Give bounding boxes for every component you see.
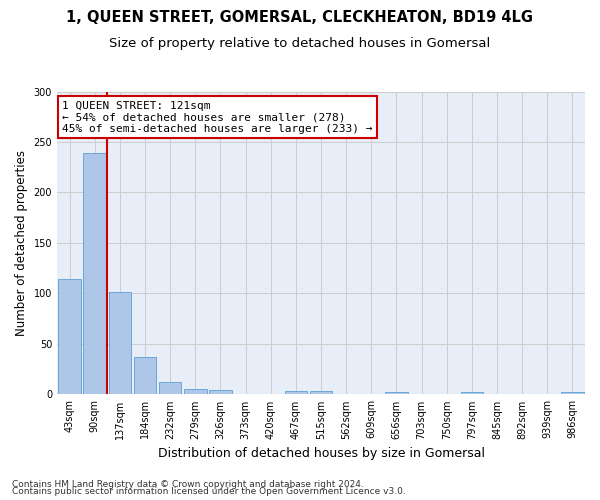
Bar <box>159 382 181 394</box>
Bar <box>184 390 206 394</box>
Bar <box>385 392 408 394</box>
Y-axis label: Number of detached properties: Number of detached properties <box>15 150 28 336</box>
Bar <box>109 292 131 394</box>
Bar <box>134 357 157 395</box>
Bar <box>310 392 332 394</box>
Text: Contains HM Land Registry data © Crown copyright and database right 2024.: Contains HM Land Registry data © Crown c… <box>12 480 364 489</box>
Text: 1 QUEEN STREET: 121sqm
← 54% of detached houses are smaller (278)
45% of semi-de: 1 QUEEN STREET: 121sqm ← 54% of detached… <box>62 100 373 134</box>
X-axis label: Distribution of detached houses by size in Gomersal: Distribution of detached houses by size … <box>158 447 485 460</box>
Text: Size of property relative to detached houses in Gomersal: Size of property relative to detached ho… <box>109 38 491 51</box>
Bar <box>284 392 307 394</box>
Bar <box>461 392 483 394</box>
Text: 1, QUEEN STREET, GOMERSAL, CLECKHEATON, BD19 4LG: 1, QUEEN STREET, GOMERSAL, CLECKHEATON, … <box>67 10 533 25</box>
Bar <box>561 392 584 394</box>
Bar <box>209 390 232 394</box>
Bar <box>83 153 106 394</box>
Text: Contains public sector information licensed under the Open Government Licence v3: Contains public sector information licen… <box>12 487 406 496</box>
Bar <box>58 280 81 394</box>
